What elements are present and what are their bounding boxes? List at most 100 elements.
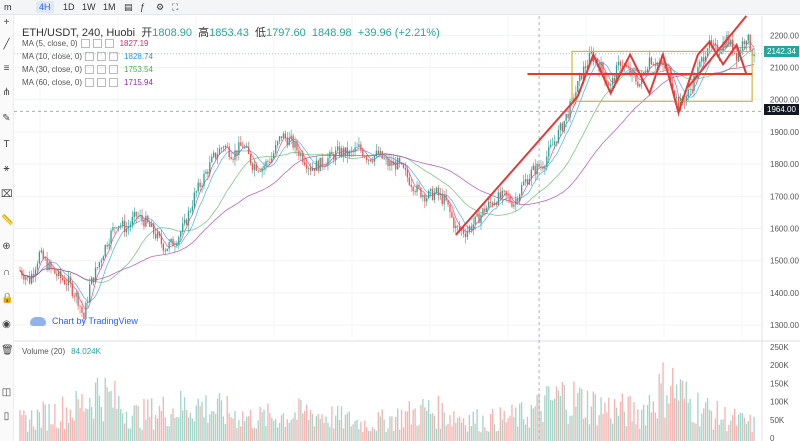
magnet-icon[interactable]: ∩ xyxy=(2,267,11,278)
volume-bar xyxy=(183,397,186,441)
crosshair-icon[interactable]: + xyxy=(3,17,10,28)
volume-bar xyxy=(125,411,128,441)
layers-icon[interactable]: ◫ xyxy=(1,387,12,398)
horizontal-line-icon[interactable]: ≡ xyxy=(3,63,10,74)
volume-bar xyxy=(584,417,587,441)
settings-icon[interactable] xyxy=(97,78,107,88)
candle xyxy=(151,223,153,227)
volume-bar xyxy=(600,397,602,441)
candle xyxy=(172,238,174,247)
volume-bar xyxy=(542,421,544,441)
volume-bar xyxy=(333,428,335,441)
volume-bar xyxy=(530,405,533,441)
ruler-icon[interactable]: 📏 xyxy=(1,215,14,226)
volume-bar xyxy=(191,418,194,441)
candle xyxy=(519,194,521,202)
y-tick-label: 1900.00 xyxy=(770,128,799,137)
visibility-icon[interactable]: ◉ xyxy=(2,319,11,330)
eye-icon[interactable] xyxy=(85,65,95,75)
close-icon[interactable] xyxy=(109,65,119,75)
close-icon[interactable] xyxy=(109,52,119,62)
ma60-legend[interactable]: MA (60, close, 0) 1715.94 xyxy=(22,77,153,88)
volume-bar xyxy=(19,410,21,441)
eye-icon[interactable] xyxy=(85,52,95,62)
zoom-icon[interactable]: ⊕ xyxy=(2,241,11,252)
candle xyxy=(447,200,449,205)
candle xyxy=(474,216,476,225)
candle xyxy=(577,81,579,93)
candle xyxy=(747,34,749,41)
interval-1w[interactable]: 1W xyxy=(82,2,96,12)
candle xyxy=(366,157,368,161)
volume-bar xyxy=(445,425,447,441)
volume-bar xyxy=(92,418,95,441)
candle xyxy=(460,229,463,231)
volume-bar xyxy=(699,426,701,441)
measure-icon[interactable]: ⌧ xyxy=(1,189,13,200)
volume-bar xyxy=(439,428,441,441)
fullscreen-icon[interactable]: ⛶ xyxy=(172,2,179,12)
close-icon[interactable] xyxy=(109,78,119,88)
candle xyxy=(245,146,248,148)
text-icon[interactable]: T xyxy=(3,139,10,150)
ma10-legend[interactable]: MA (10, close, 0) 1828.74 xyxy=(22,51,153,62)
settings-icon[interactable] xyxy=(92,39,102,49)
candle xyxy=(226,145,228,147)
candle xyxy=(673,90,676,98)
volume-bar xyxy=(664,417,666,441)
candle xyxy=(722,42,724,52)
interval-1d[interactable]: 1D xyxy=(63,2,75,12)
volume-bar xyxy=(211,411,213,441)
ma30-legend[interactable]: MA (30, close, 0) 1753.54 xyxy=(22,64,153,75)
volume-bar xyxy=(23,410,25,441)
indicators-icon[interactable]: ƒ xyxy=(140,2,146,12)
volume-bar xyxy=(567,423,569,441)
volume-bar xyxy=(582,418,585,441)
candle xyxy=(216,154,219,159)
volume-bar xyxy=(553,398,556,441)
volume-bar xyxy=(387,428,389,441)
candle xyxy=(427,190,430,199)
candle xyxy=(149,222,151,227)
bookmark-icon[interactable]: ▯ xyxy=(3,411,10,422)
candle xyxy=(118,225,120,228)
volume-legend[interactable]: Volume (20) 84.024K xyxy=(22,347,101,356)
candle xyxy=(662,61,664,65)
lock-icon[interactable]: 🔒 xyxy=(1,293,14,304)
ma5-legend[interactable]: MA (5, close, 0) 1827.19 xyxy=(22,38,149,49)
volume-bar xyxy=(187,417,190,441)
candle xyxy=(701,57,703,62)
settings-icon[interactable]: ⚙ xyxy=(156,2,165,12)
close-icon[interactable] xyxy=(104,39,114,49)
chart-type-icon[interactable]: ▤ xyxy=(124,2,133,12)
candle xyxy=(30,274,33,284)
volume-bar xyxy=(309,409,312,441)
candle xyxy=(27,276,29,278)
interval-1m[interactable]: 1M xyxy=(103,2,116,12)
volume-bar xyxy=(546,386,548,441)
trendline-icon[interactable]: ╱ xyxy=(3,39,10,50)
brush-icon[interactable]: ✎ xyxy=(2,113,11,124)
eye-icon[interactable] xyxy=(85,78,95,88)
volume-bar xyxy=(236,427,238,441)
eye-icon[interactable] xyxy=(80,39,90,49)
volume-bar xyxy=(366,427,368,441)
interval-minutes[interactable]: m xyxy=(4,2,12,12)
candle xyxy=(528,178,531,185)
candle xyxy=(393,161,395,166)
settings-icon[interactable] xyxy=(97,65,107,75)
volume-bar xyxy=(152,429,155,441)
volume-bar xyxy=(447,423,449,441)
tradingview-watermark[interactable]: Chart by TradingView xyxy=(30,316,138,327)
trash-icon[interactable]: 🗑 xyxy=(1,345,14,356)
pattern-icon[interactable]: ⚹ xyxy=(3,163,10,174)
pitchfork-icon[interactable]: ⋔ xyxy=(2,87,11,98)
volume-bar xyxy=(453,411,455,441)
interval-4h[interactable]: 4H xyxy=(36,1,54,13)
candle xyxy=(296,141,298,151)
candle xyxy=(164,250,166,252)
settings-icon[interactable] xyxy=(97,52,107,62)
volume-bar xyxy=(46,430,48,441)
cloud-icon xyxy=(30,317,46,327)
